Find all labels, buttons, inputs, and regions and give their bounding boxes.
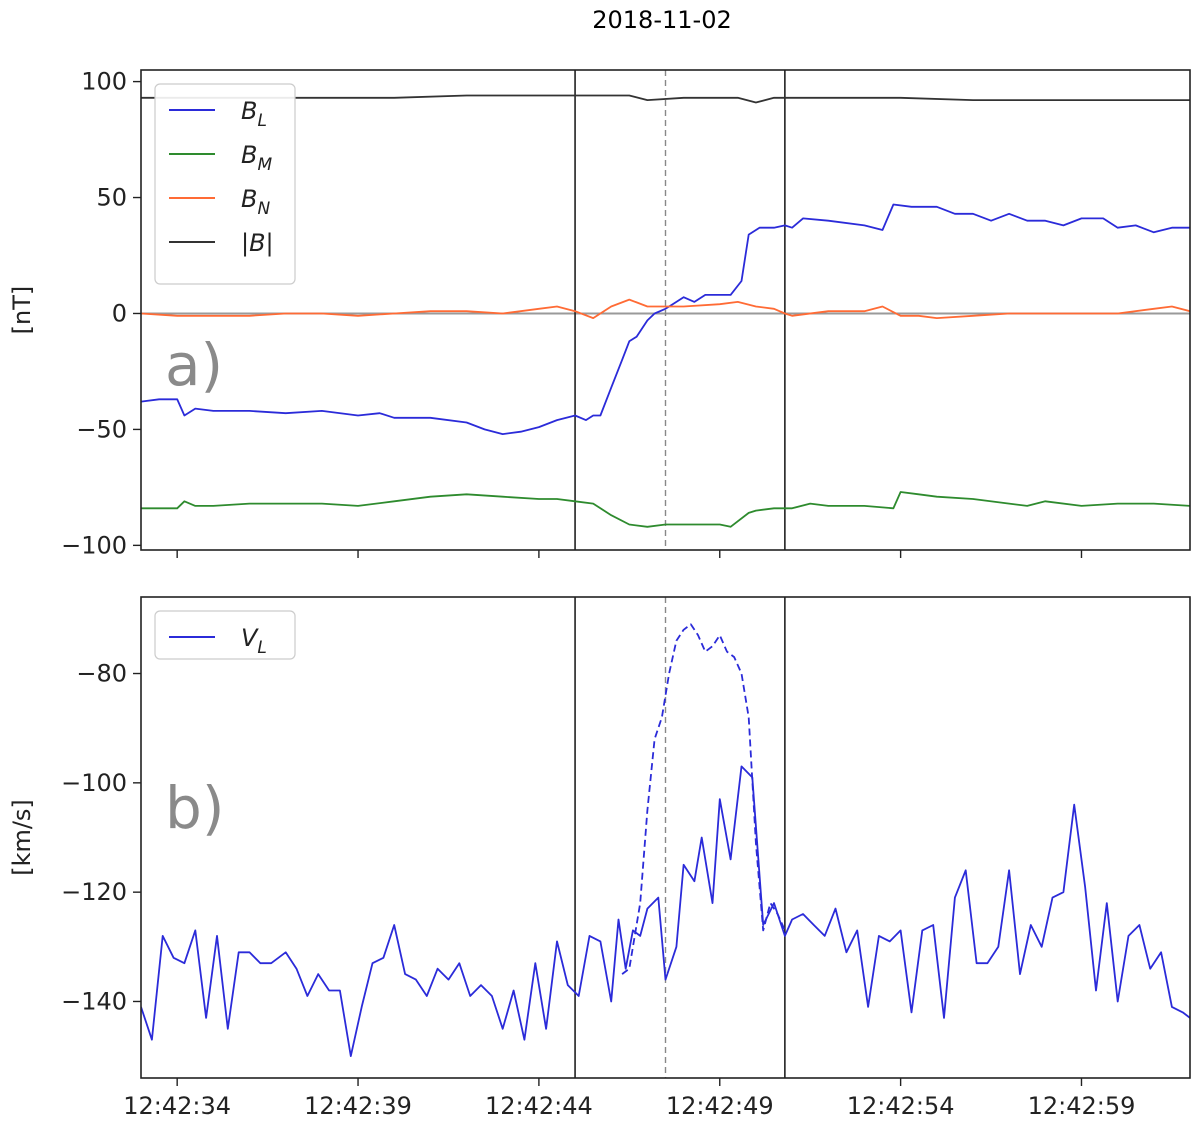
y-tick-label: −140	[61, 987, 127, 1015]
y-tick-label: −100	[61, 531, 127, 559]
x-tick-label: 12:42:39	[304, 1092, 412, 1120]
legend-label: |B|	[241, 229, 274, 257]
legend-box	[154, 83, 296, 285]
y-tick-label: −80	[76, 660, 127, 688]
axes-frame	[140, 69, 1191, 551]
figure-title: 2018-11-02	[592, 6, 731, 34]
y-axis-label: [nT]	[8, 286, 36, 335]
panel-b: −80 −100 −120 −140 12:42:34 12:42:39 12:42:44 1…	[8, 596, 1191, 1120]
y-tick-label: −50	[76, 415, 127, 443]
y-axis-label: [km/s]	[8, 799, 36, 876]
series-line-vl-dashed	[621, 623, 786, 975]
legend-box	[154, 610, 296, 660]
legend-subscript: L	[257, 638, 266, 658]
series-line-bl	[141, 203, 1190, 436]
legend: VL	[154, 610, 296, 660]
x-tick-label: 12:42:54	[847, 1092, 955, 1120]
series-line-bm	[141, 491, 1190, 528]
legend-subscript: L	[257, 111, 266, 131]
series-line-bn	[141, 298, 1190, 320]
axes-frame	[140, 596, 1191, 1079]
panel-label: a)	[165, 331, 223, 399]
series-line-vl	[141, 765, 1190, 1057]
y-tick-label: 50	[96, 184, 127, 212]
x-tick-label: 12:42:34	[123, 1092, 231, 1120]
legend-subscript: M	[257, 155, 272, 175]
y-tick-label: −100	[61, 769, 127, 797]
x-tick-label: 12:42:49	[666, 1092, 774, 1120]
legend-subscript: N	[257, 199, 270, 219]
panel-label: b)	[165, 774, 224, 842]
series-group	[141, 623, 1190, 1057]
series-line-b	[141, 94, 1190, 104]
y-tick-label: −120	[61, 878, 127, 906]
y-tick-label: 100	[81, 68, 127, 96]
x-tick-label: 12:42:44	[485, 1092, 593, 1120]
y-tick-label: 0	[112, 299, 127, 327]
x-tick-label: 12:42:59	[1028, 1092, 1136, 1120]
series-group	[141, 94, 1190, 528]
